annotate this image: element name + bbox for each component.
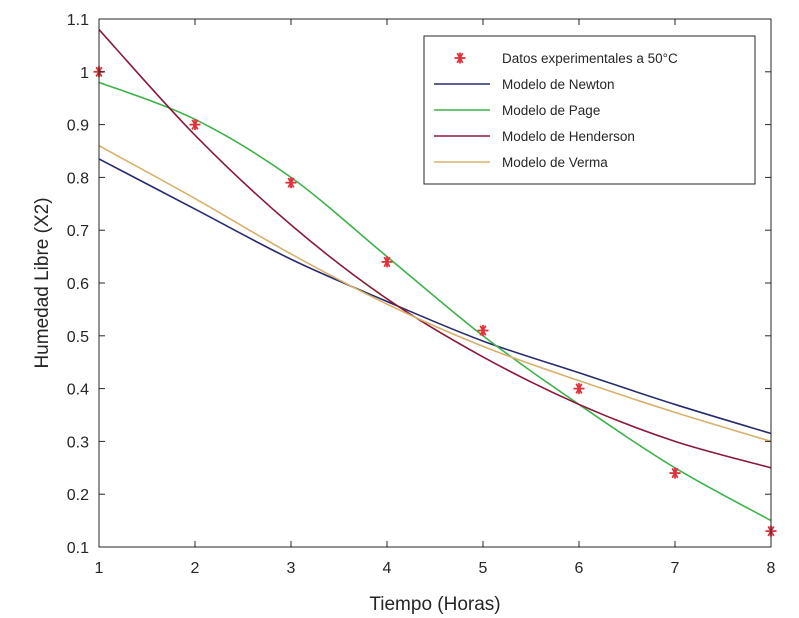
legend-entry: Modelo de Newton — [502, 77, 615, 92]
y-axis-ticks: 0.1 0.2 0.3 0.4 0.5 0.6 0.7 0.8 0.9 1 1.1 — [67, 12, 771, 557]
x-tick-label: 1 — [95, 560, 104, 577]
series-line-2 — [98, 81, 772, 522]
x-axis-ticks: 1 2 3 4 5 6 7 8 — [95, 19, 776, 577]
y-tick-label: 0.5 — [67, 329, 89, 346]
x-axis-label: Tiempo (Horas) — [369, 594, 500, 615]
legend-entry: Datos experimentales a 50°C — [502, 51, 678, 66]
x-tick-label: 4 — [383, 560, 392, 577]
legend-entry: Modelo de Verma — [502, 155, 608, 170]
x-tick-label: 8 — [767, 560, 776, 577]
x-tick-label: 2 — [191, 560, 200, 577]
curves — [98, 29, 772, 522]
x-tick-label: 7 — [671, 560, 680, 577]
data-point — [477, 325, 489, 337]
data-point — [669, 467, 681, 479]
x-tick-label: 5 — [479, 560, 488, 577]
data-point — [285, 177, 297, 189]
legend-entry: Modelo de Henderson — [502, 129, 635, 144]
y-tick-label: 0.8 — [67, 170, 89, 187]
series-line-4 — [98, 145, 772, 443]
legend: Datos experimentales a 50°C Modelo de New… — [423, 35, 756, 185]
y-tick-label: 0.4 — [67, 382, 89, 399]
x-tick-label: 6 — [575, 560, 584, 577]
legend-marker — [454, 52, 466, 64]
y-tick-label: 0.6 — [67, 276, 89, 293]
y-tick-label: 0.9 — [67, 118, 89, 135]
data-point — [189, 119, 201, 131]
data-point — [381, 256, 393, 268]
data-point — [573, 383, 585, 395]
y-axis-label: Humedad Libre (X2) — [32, 197, 53, 368]
y-tick-label: 0.7 — [67, 223, 89, 240]
y-tick-label: 0.1 — [67, 540, 89, 557]
y-tick-label: 0.2 — [67, 487, 89, 504]
y-tick-label: 0.3 — [67, 434, 89, 451]
x-tick-label: 3 — [287, 560, 296, 577]
series-line-1 — [98, 158, 772, 435]
y-tick-label: 1 — [80, 65, 89, 82]
y-tick-label: 1.1 — [67, 12, 89, 29]
legend-entry: Modelo de Page — [502, 103, 600, 118]
